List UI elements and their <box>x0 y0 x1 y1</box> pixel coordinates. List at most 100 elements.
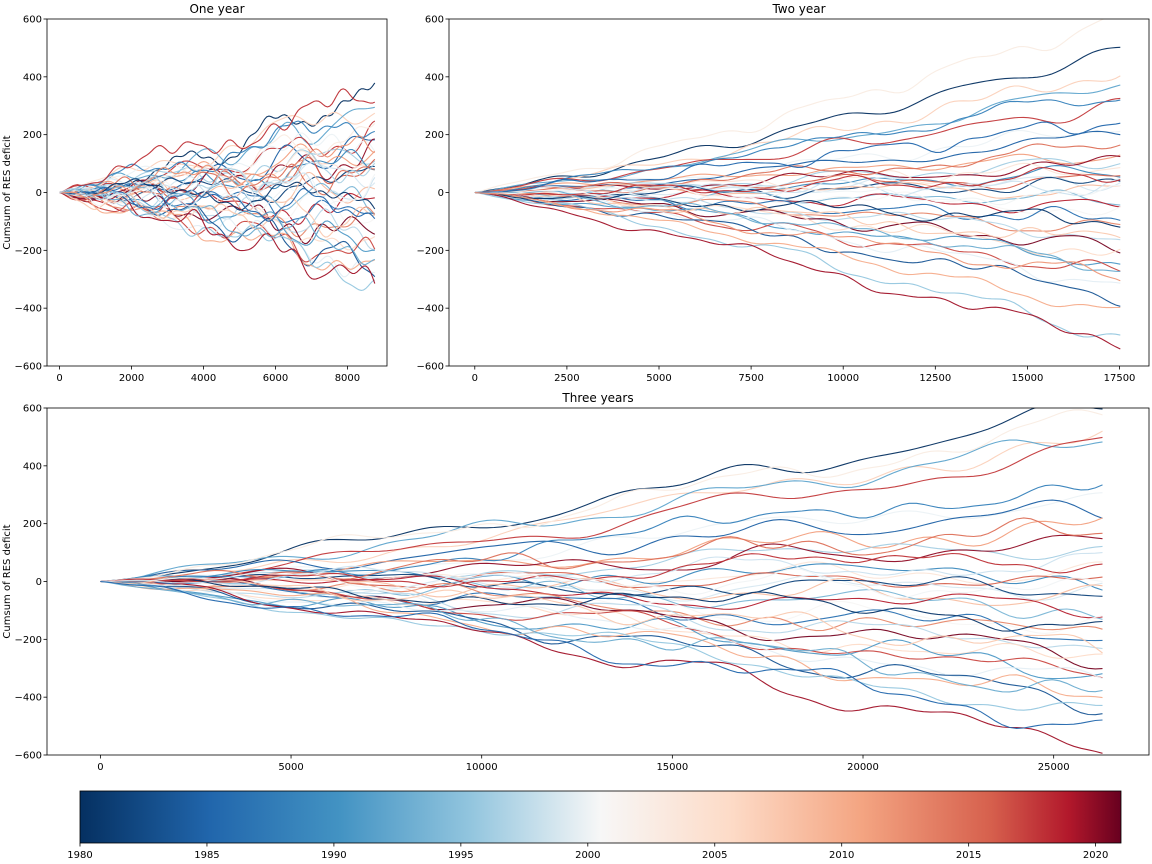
series-line <box>100 580 1103 711</box>
series-line <box>100 492 1103 583</box>
y-tick-label: −200 <box>417 246 444 257</box>
series-line <box>59 111 376 194</box>
series-lines <box>59 82 376 291</box>
series-line <box>474 99 1121 194</box>
series-line <box>100 430 1103 583</box>
series-line <box>474 191 1121 239</box>
series-line <box>100 580 1103 634</box>
panel-title: One year <box>189 2 244 16</box>
series-line <box>59 189 376 251</box>
colorbar: 1980 1985 1990 1995 2000 2005 2010 2015 2020 <box>67 790 1122 861</box>
chart-panels: 0 2000 4000 6000 8000−600−400−2000200400600O… <box>2 2 1150 773</box>
series-line <box>474 184 1121 206</box>
series-line <box>474 143 1121 194</box>
series-line <box>474 182 1121 199</box>
y-tick-label: 0 <box>36 577 42 588</box>
series-line <box>474 166 1121 196</box>
series-line <box>100 439 1103 583</box>
series-line <box>474 121 1121 194</box>
x-tick-label: 15000 <box>656 762 688 773</box>
series-line <box>100 579 1103 642</box>
series-line <box>59 120 375 194</box>
series-line <box>59 191 376 271</box>
colorbar-tick-label: 2020 <box>1083 850 1108 861</box>
y-axis-label: Cumsum of RES deficit <box>2 135 13 249</box>
series-line <box>100 563 1103 591</box>
series-line <box>100 577 1103 654</box>
colorbar-tick-label: 2015 <box>956 850 981 861</box>
x-tick-label: 17500 <box>1104 373 1136 384</box>
series-line <box>59 186 376 222</box>
series-line <box>100 575 1103 619</box>
y-tick-label: −200 <box>15 246 42 257</box>
y-tick-label: 400 <box>425 72 444 83</box>
series-line <box>59 162 376 195</box>
series-line <box>59 135 375 199</box>
y-tick-label: 0 <box>438 188 444 199</box>
y-tick-label: −400 <box>417 304 444 315</box>
x-tick-label: 0 <box>97 762 103 773</box>
series-line <box>100 574 1103 602</box>
series-line <box>100 543 1103 583</box>
series-line <box>100 568 1103 599</box>
series-line <box>59 106 375 196</box>
y-tick-label: −600 <box>417 362 444 373</box>
series-line <box>100 580 1103 754</box>
series-line <box>100 408 1103 583</box>
series-line <box>59 191 375 238</box>
series-line <box>100 580 1103 693</box>
x-tick-label: 0 <box>472 373 478 384</box>
colorbar-ticks: 1980 1985 1990 1995 2000 2005 2010 2015 2020 <box>67 843 1108 861</box>
series-line <box>100 552 1103 588</box>
series-line <box>474 191 1121 254</box>
y-tick-label: 200 <box>23 130 42 141</box>
series-line <box>100 517 1103 584</box>
series-line <box>100 580 1103 659</box>
y-tick-label: −400 <box>15 693 42 704</box>
panel-title: Two year <box>771 2 825 16</box>
x-tick-label: 12500 <box>919 373 951 384</box>
x-tick-label: 7500 <box>738 373 763 384</box>
series-line <box>100 499 1103 583</box>
series-line <box>59 188 376 266</box>
panel-2: 0 2500 5000 7500 10000 12500 15000 17500 −600 −40… <box>417 2 1150 384</box>
series-line <box>59 191 376 263</box>
y-tick-label: 200 <box>425 130 444 141</box>
series-line <box>474 191 1121 228</box>
series-line <box>59 179 375 214</box>
y-tick-label: 600 <box>425 15 444 26</box>
series-lines <box>100 408 1103 754</box>
series-line <box>474 178 1121 197</box>
y-tick-label: 200 <box>23 519 42 530</box>
series-line <box>100 580 1103 729</box>
x-tick-label: 20000 <box>847 762 879 773</box>
y-tick-label: 400 <box>23 72 42 83</box>
x-tick-label: 5000 <box>278 762 303 773</box>
series-line <box>100 552 1103 586</box>
panel-title: Three years <box>561 391 633 405</box>
series-line <box>474 191 1121 282</box>
series-line <box>100 573 1103 597</box>
x-tick-label: 10000 <box>466 762 498 773</box>
x-tick-label: 5000 <box>646 373 671 384</box>
colorbar-tick-label: 1990 <box>321 850 346 861</box>
x-tick-label: 2000 <box>119 373 144 384</box>
series-line <box>474 19 1105 194</box>
x-tick-label: 0 <box>56 373 62 384</box>
panel-1: 0 2000 4000 6000 8000 −600 −400 −200 0 200 400 600 O… <box>2 2 388 384</box>
series-line <box>100 580 1103 699</box>
y-tick-label: 600 <box>23 15 42 26</box>
colorbar-tick-label: 2005 <box>702 850 727 861</box>
series-line <box>100 580 1103 680</box>
series-line <box>59 191 376 284</box>
y-tick-label: −600 <box>15 362 42 373</box>
colorbar-tick-label: 2000 <box>575 850 600 861</box>
series-line <box>474 154 1121 194</box>
series-line <box>474 153 1121 194</box>
series-line <box>59 152 376 201</box>
colorbar-gradient <box>79 790 1122 844</box>
x-tick-label: 15000 <box>1012 373 1044 384</box>
y-tick-label: 600 <box>23 404 42 415</box>
series-line <box>100 580 1103 650</box>
